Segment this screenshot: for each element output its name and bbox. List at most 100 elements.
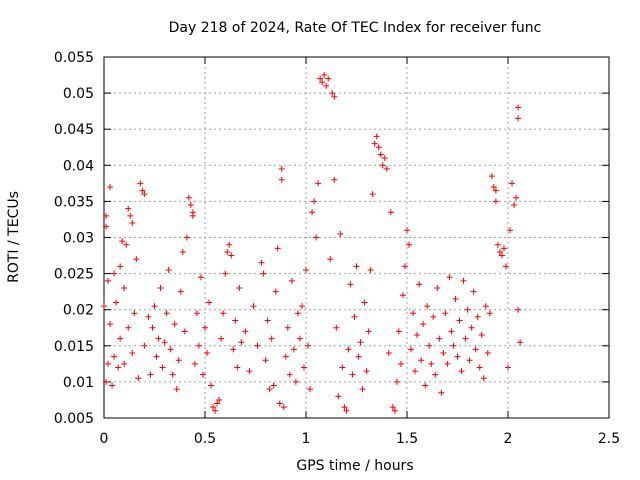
- data-point: [420, 321, 427, 328]
- data-point: [458, 368, 465, 375]
- data-point: [230, 346, 237, 353]
- x-tick-label: 2.5: [598, 431, 620, 447]
- data-point: [513, 194, 520, 201]
- data-point: [103, 378, 110, 385]
- data-point: [202, 324, 208, 331]
- data-point: [145, 313, 152, 320]
- data-point: [517, 339, 524, 346]
- data-point: [181, 328, 188, 335]
- data-point: [412, 368, 419, 375]
- data-point: [515, 104, 522, 111]
- data-point: [212, 407, 219, 414]
- data-point: [117, 335, 124, 342]
- data-point: [292, 378, 299, 385]
- data-point: [404, 227, 410, 234]
- data-point: [103, 212, 110, 219]
- data-point: [173, 386, 180, 393]
- data-point: [486, 310, 493, 317]
- data-point: [149, 324, 156, 331]
- data-point: [165, 266, 172, 273]
- data-point: [274, 245, 281, 252]
- data-point: [395, 328, 402, 335]
- data-point: [220, 310, 227, 317]
- data-point: [127, 212, 134, 219]
- data-point: [270, 382, 277, 389]
- data-point: [325, 75, 332, 82]
- data-point: [169, 371, 176, 378]
- data-point: [246, 368, 253, 375]
- data-point: [387, 209, 394, 216]
- data-point: [187, 202, 194, 209]
- data-point: [137, 180, 144, 187]
- data-point: [206, 299, 213, 306]
- y-tick-label: 0.02: [63, 303, 94, 319]
- data-point: [294, 310, 301, 317]
- data-point: [117, 263, 124, 270]
- data-point: [234, 364, 241, 371]
- data-point: [276, 400, 283, 407]
- data-point: [309, 209, 316, 216]
- data-point: [183, 234, 190, 241]
- data-point: [406, 241, 413, 248]
- data-point: [155, 335, 162, 342]
- data-point: [175, 357, 182, 364]
- data-point: [434, 285, 441, 292]
- data-point: [335, 393, 342, 400]
- data-point: [290, 346, 297, 353]
- data-point: [444, 360, 451, 367]
- data-point: [436, 335, 443, 342]
- data-point: [121, 285, 128, 292]
- data-point: [323, 82, 330, 89]
- data-point: [450, 342, 457, 349]
- data-point: [371, 140, 378, 147]
- data-point: [111, 270, 118, 277]
- data-point: [226, 241, 233, 248]
- data-point: [430, 313, 437, 320]
- y-tick-label: 0.025: [54, 267, 94, 283]
- data-point: [224, 248, 231, 255]
- data-point: [133, 256, 140, 263]
- data-point: [305, 342, 312, 349]
- y-tick-label: 0.03: [63, 231, 94, 247]
- data-point: [232, 317, 239, 324]
- data-point: [482, 303, 489, 310]
- data-point: [216, 396, 223, 403]
- data-point: [107, 183, 114, 190]
- data-point: [171, 321, 178, 328]
- data-point: [218, 335, 225, 342]
- data-point: [363, 368, 370, 375]
- data-point: [492, 198, 499, 205]
- data-point: [139, 187, 146, 194]
- data-point: [141, 191, 148, 198]
- data-point: [179, 248, 186, 255]
- data-point: [111, 353, 118, 360]
- data-point: [204, 350, 211, 357]
- data-point: [432, 371, 439, 378]
- data-point: [426, 342, 433, 349]
- data-point: [422, 382, 429, 389]
- data-point: [509, 180, 516, 187]
- y-tick-label: 0.055: [54, 50, 94, 66]
- data-point: [414, 331, 421, 338]
- data-point: [135, 375, 142, 382]
- data-point: [424, 303, 431, 310]
- data-point: [492, 187, 499, 194]
- data-point: [107, 321, 114, 328]
- data-point: [129, 220, 136, 227]
- data-point: [199, 371, 206, 378]
- axis-ticks: [103, 56, 610, 419]
- data-point: [298, 303, 305, 310]
- data-points: [101, 72, 524, 414]
- data-point: [399, 292, 406, 299]
- data-point: [286, 371, 293, 378]
- grid-lines: [104, 57, 609, 418]
- data-point: [361, 299, 368, 306]
- data-point: [329, 90, 336, 97]
- data-point: [151, 303, 158, 310]
- data-point: [474, 313, 481, 320]
- data-point: [343, 407, 350, 414]
- data-point: [440, 350, 447, 357]
- data-point: [238, 339, 245, 346]
- data-point: [157, 285, 164, 292]
- data-point: [177, 288, 184, 295]
